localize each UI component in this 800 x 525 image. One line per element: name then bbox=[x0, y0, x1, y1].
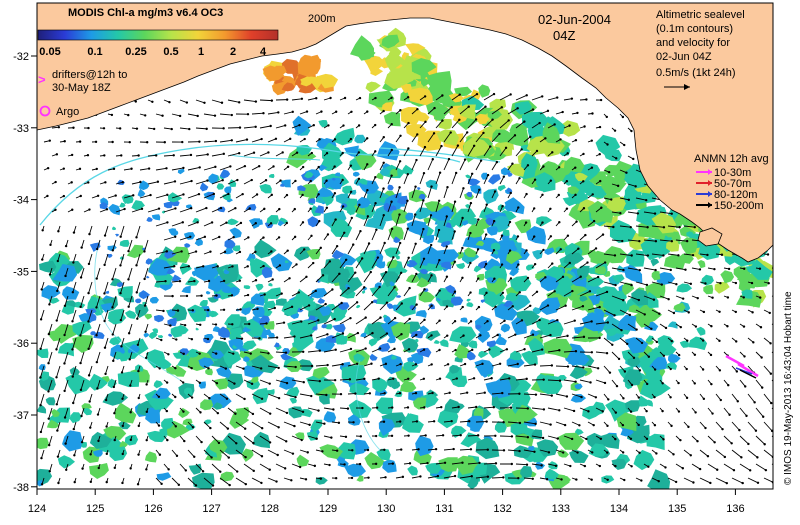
x-tick-label: 126 bbox=[144, 503, 162, 515]
x-tick-label: 125 bbox=[86, 503, 104, 515]
y-tick-label: -34 bbox=[13, 195, 29, 207]
isobath-label: 200m bbox=[308, 13, 336, 25]
altimetry-label-line3: and velocity for bbox=[656, 37, 730, 49]
velocity-arrow bbox=[772, 464, 782, 471]
y-tick-label: -33 bbox=[13, 123, 29, 135]
x-tick-label: 130 bbox=[377, 503, 395, 515]
drifter-marker-icon: > bbox=[38, 72, 46, 87]
x-tick-label: 133 bbox=[552, 503, 570, 515]
y-tick-label: -37 bbox=[13, 410, 29, 422]
velocity-scale-label: 0.5m/s (1kt 24h) bbox=[656, 67, 735, 79]
colorbar-bar bbox=[38, 30, 278, 40]
chart-title: MODIS Chl-a mg/m3 v6.4 OC3 bbox=[68, 7, 223, 19]
anmn-legend-label: 150-200m bbox=[714, 200, 764, 212]
x-axis: 124 125 126 127 128 129 130 131 132 133 134 135 136 bbox=[28, 489, 745, 515]
time-label: 04Z bbox=[553, 28, 575, 43]
altimetry-label-line4: 02-Jun 04Z bbox=[656, 51, 712, 63]
anmn-title: ANMN 12h avg bbox=[694, 153, 769, 165]
y-tick-label: -36 bbox=[13, 338, 29, 350]
y-axis: -32 -33 -34 -35 -36 -37 -38 bbox=[13, 51, 37, 494]
colorbar-tick-label: 0.25 bbox=[125, 46, 146, 58]
x-tick-label: 136 bbox=[726, 503, 744, 515]
chlorophyll-patch bbox=[34, 438, 49, 449]
x-tick-label: 134 bbox=[610, 503, 628, 515]
x-tick-label: 124 bbox=[28, 503, 46, 515]
x-tick-label: 131 bbox=[435, 503, 453, 515]
colorbar-tick-label: 2 bbox=[230, 46, 236, 58]
x-tick-label: 127 bbox=[202, 503, 220, 515]
y-tick-label: -32 bbox=[13, 51, 29, 63]
date-label: 02-Jun-2004 bbox=[538, 12, 611, 27]
credit-label: © IMOS 19-May-2013 16:43:04 Hobart time bbox=[783, 291, 794, 485]
colorbar-tick-label: 0.05 bbox=[39, 46, 60, 58]
colorbar-tick-label: 0.5 bbox=[163, 46, 178, 58]
x-tick-label: 132 bbox=[493, 503, 511, 515]
colorbar bbox=[38, 30, 278, 40]
y-tick-label: -38 bbox=[13, 482, 29, 494]
colorbar-tick-label: 1 bbox=[198, 46, 204, 58]
drifters-label-line2: 30-May 18Z bbox=[52, 82, 111, 94]
altimetry-label-line1: Altimetric sealevel bbox=[656, 9, 745, 21]
colorbar-tick-label: 0.1 bbox=[87, 46, 102, 58]
x-tick-label: 135 bbox=[668, 503, 686, 515]
altimetry-label-line2: (0.1m contours) bbox=[656, 23, 733, 35]
argo-label: Argo bbox=[56, 106, 79, 118]
x-tick-label: 129 bbox=[319, 503, 337, 515]
colorbar-tick-label: 4 bbox=[260, 46, 267, 58]
y-tick-label: -35 bbox=[13, 266, 29, 278]
x-tick-label: 128 bbox=[261, 503, 279, 515]
drifters-label-line1: drifters@12h to bbox=[52, 69, 127, 81]
